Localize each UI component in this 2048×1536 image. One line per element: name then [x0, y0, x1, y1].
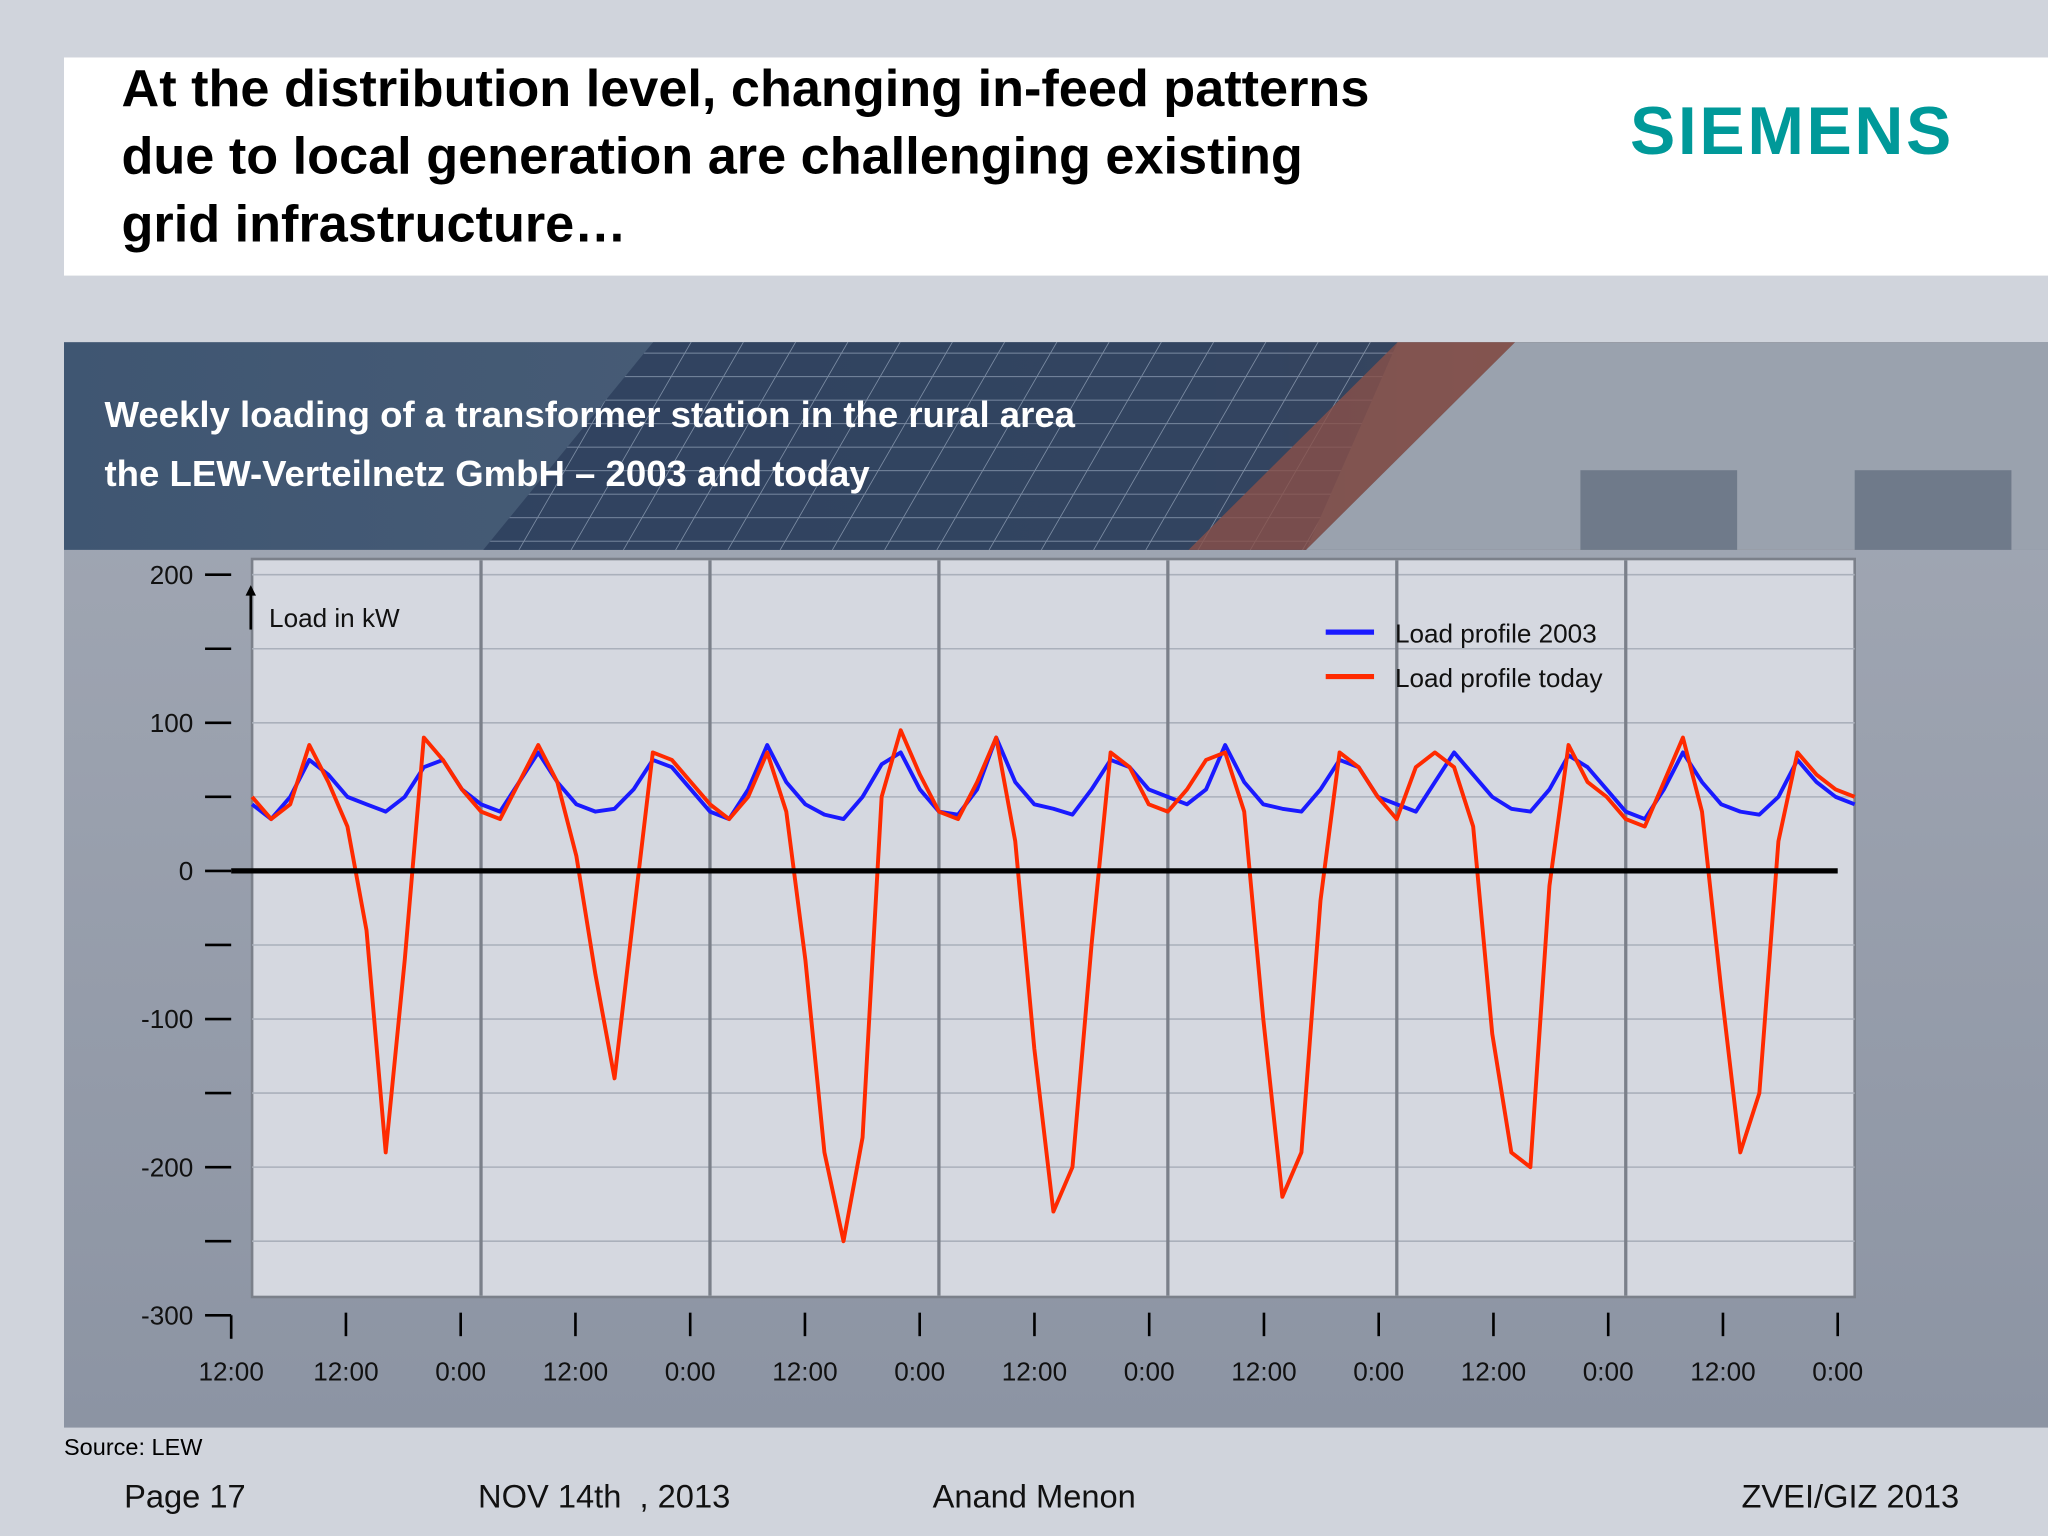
window — [1580, 470, 1738, 550]
source: Source: LEW — [64, 1434, 203, 1460]
y-tick-label: 100 — [150, 708, 194, 738]
chart-title-line: the LEW-Verteilnetz GmbH – 2003 and toda… — [104, 453, 870, 494]
roof — [1188, 342, 1516, 550]
logo: SIEMENS — [1630, 94, 1954, 169]
x-tick-label: 0:00 — [1812, 1357, 1863, 1387]
y-arrow-head — [245, 585, 256, 596]
x-tick-label: 0:00 — [1124, 1357, 1175, 1387]
x-tick-label: 12:00 — [772, 1357, 837, 1387]
series-line — [250, 728, 1856, 1244]
x-tick-label: 0:00 — [1353, 1357, 1404, 1387]
title-line: due to local generation are challenging … — [121, 128, 1302, 186]
x-tick-label: 12:00 — [313, 1357, 378, 1387]
x-tick-label: 12:00 — [1002, 1357, 1067, 1387]
y-tick-label: -200 — [141, 1152, 193, 1182]
x-tick-label: 12:00 — [543, 1357, 608, 1387]
x-tick-label: 0:00 — [665, 1357, 716, 1387]
window — [1854, 470, 2012, 550]
x-tick-label: 0:00 — [1583, 1357, 1634, 1387]
x-tick-label: 12:00 — [1690, 1357, 1755, 1387]
x-tick-label: 12:00 — [1461, 1357, 1526, 1387]
y-tick-label: 200 — [150, 560, 194, 590]
footer-event: ZVEI/GIZ 2013 — [1741, 1477, 1959, 1514]
chart-title-line: Weekly loading of a transformer station … — [104, 394, 1075, 435]
chart-title: Weekly loading of a transformer station … — [104, 394, 1075, 494]
x-tick-label: 12:00 — [1231, 1357, 1296, 1387]
title-line: grid infrastructure… — [121, 196, 626, 254]
slide-title: At the distribution level, changing in-f… — [121, 60, 1369, 254]
x-tick-label: 12:00 — [199, 1357, 264, 1387]
y-axis-label: Load in kW — [269, 603, 400, 633]
y-tick-label: 0 — [179, 856, 194, 886]
plot-area — [250, 557, 1856, 1299]
legend-label: Load profile today — [1395, 663, 1603, 693]
title-line: At the distribution level, changing in-f… — [121, 60, 1369, 118]
footer-date: NOV 14th , 2013 — [478, 1477, 730, 1514]
footer-author: Anand Menon — [933, 1477, 1136, 1514]
x-tick-label: 0:00 — [435, 1357, 486, 1387]
x-tick-label: 0:00 — [894, 1357, 945, 1387]
solar-panels — [483, 342, 1398, 550]
footer-page: Page 17 — [124, 1477, 246, 1514]
legend-label: Load profile 2003 — [1395, 619, 1597, 649]
header-band — [64, 57, 2048, 276]
y-tick-label: -100 — [141, 1004, 193, 1034]
y-tick-label: -300 — [141, 1300, 193, 1330]
